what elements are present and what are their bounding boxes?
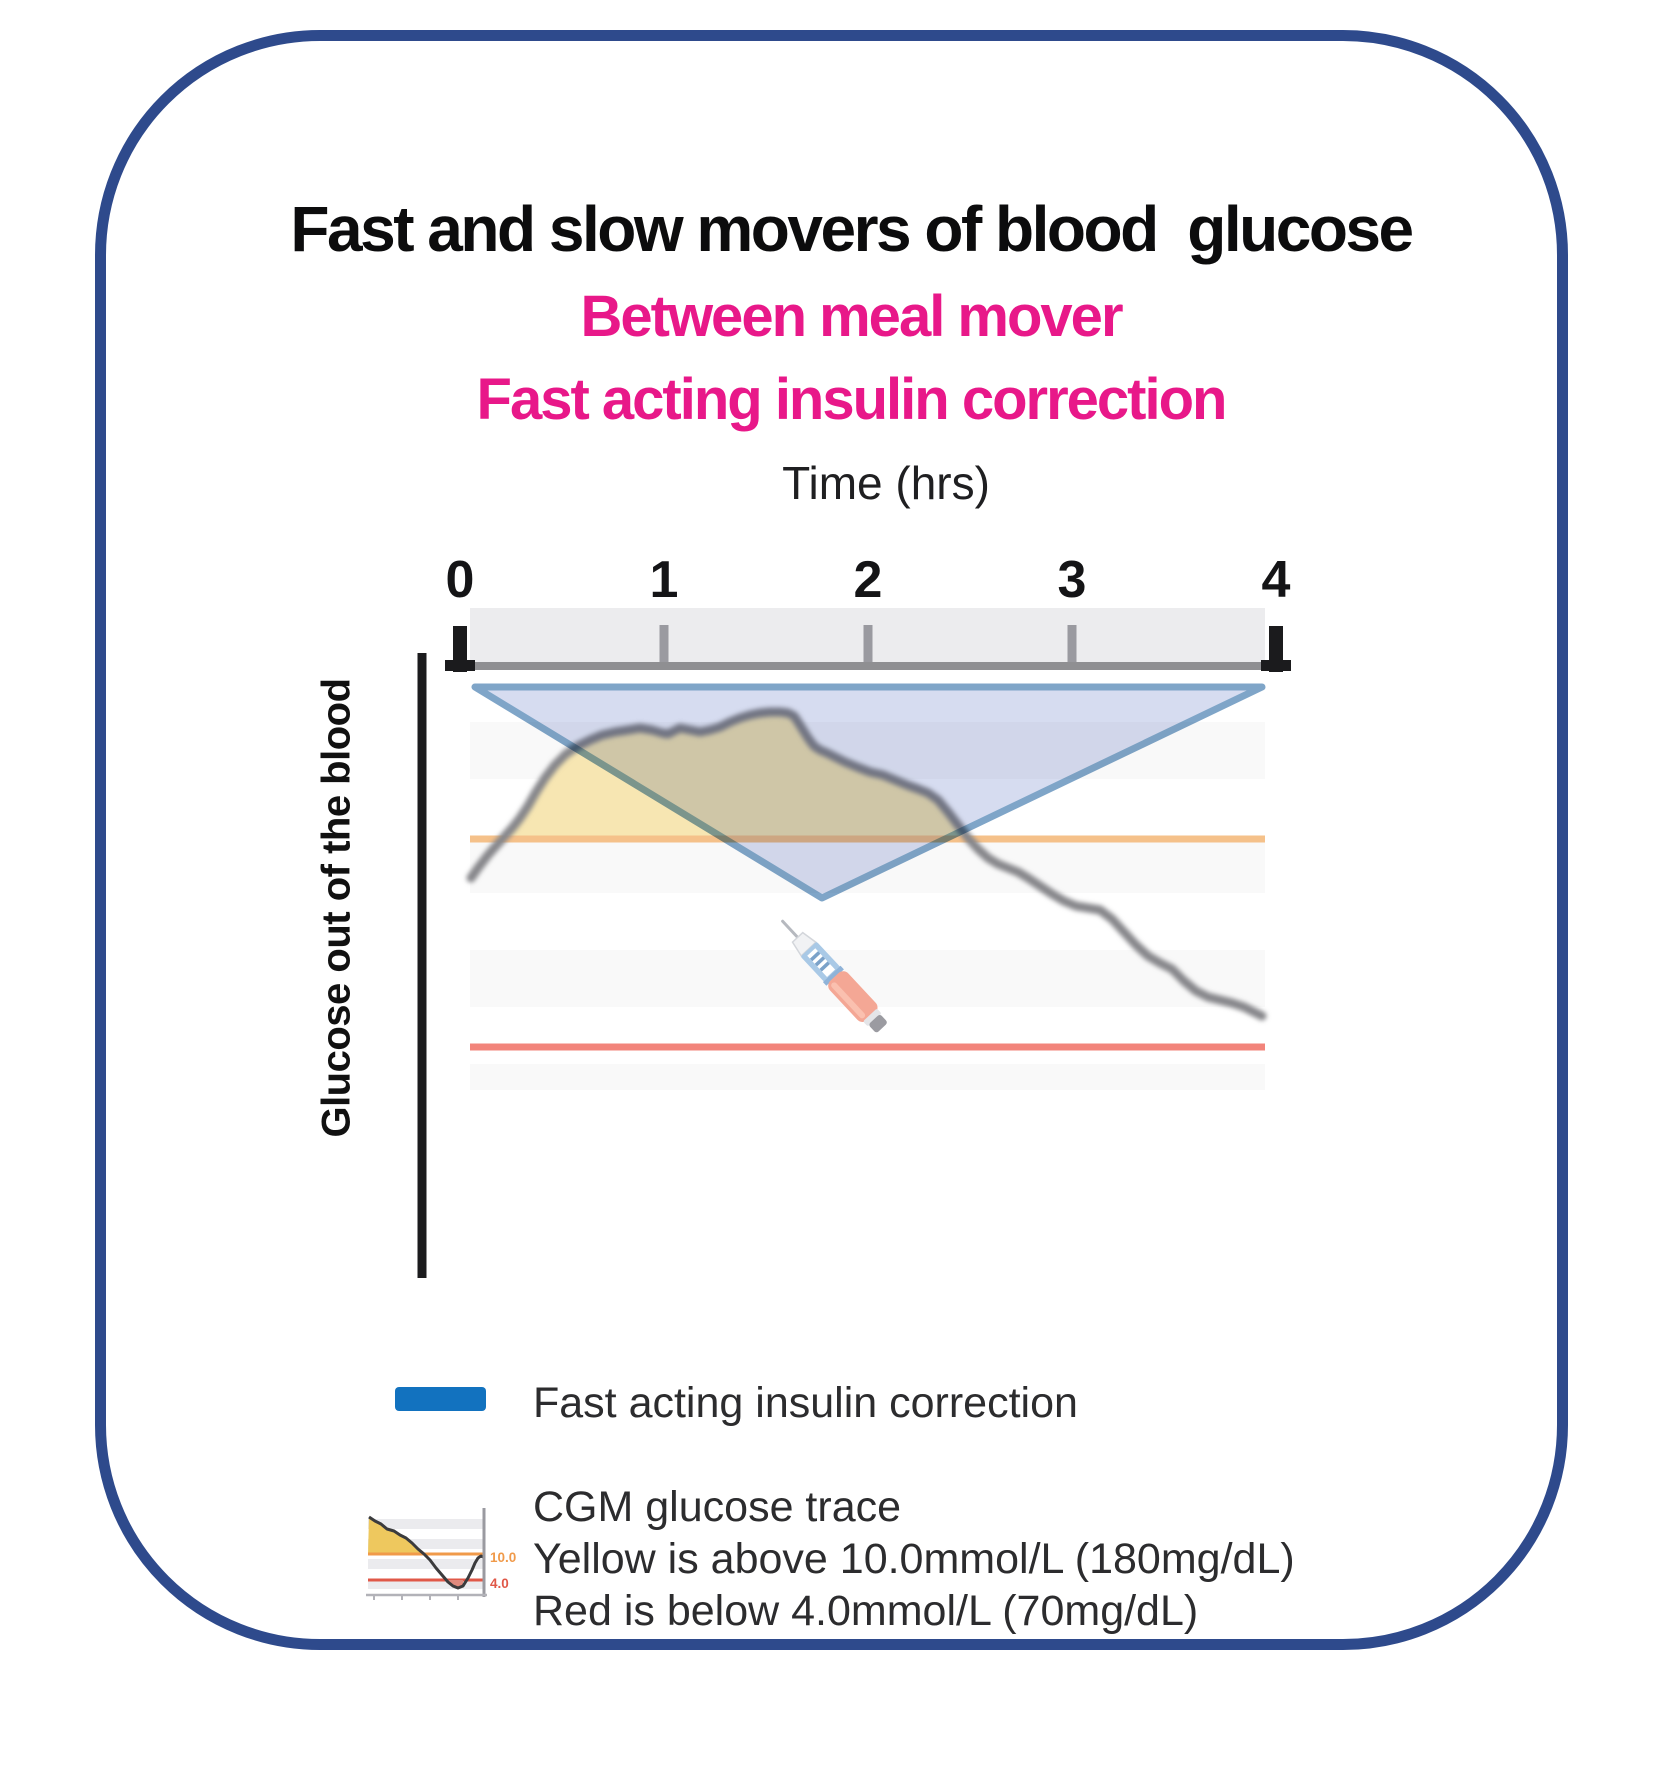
legend-cgm-yellow-note: Yellow is above 10.0mmol/L (180mg/dL) (533, 1535, 1295, 1583)
legend-insulin-swatch (395, 1387, 486, 1411)
pen-barrel (828, 971, 878, 1022)
rounded-border-frame (95, 30, 1568, 1650)
axes (417, 625, 1291, 1278)
pen-needle-icon (781, 919, 800, 939)
insulin-pen-icon (781, 919, 887, 1033)
pen-barrel-highlight (831, 982, 866, 1019)
x-axis-title: Time (hrs) (782, 457, 990, 509)
pen-dose-mark (814, 956, 826, 967)
pen-hub (791, 931, 818, 958)
x-tick-label-1: 1 (649, 551, 679, 609)
legend-cgm-red-note: Red is below 4.0mmol/L (70mg/dL) (533, 1587, 1199, 1635)
x-tick-label-0: 0 (445, 551, 475, 609)
icon-low-threshold-label: 4.0 (490, 1576, 509, 1591)
insulin-action-triangle (471, 683, 1266, 902)
icon-high-threshold-label: 10.0 (490, 1550, 516, 1565)
x-tick-label-4: 4 (1261, 551, 1291, 609)
legend-insulin-label: Fast acting insulin correction (533, 1379, 1078, 1427)
pen-cap-ring (863, 1009, 881, 1026)
legend-cgm-title: CGM glucose trace (533, 1483, 902, 1531)
main-title: Fast and slow movers of blood glucose (290, 193, 1414, 265)
subtitle-between-meal-mover: Between meal mover (580, 284, 1123, 349)
x-tick-label-2: 2 (853, 551, 883, 609)
pen-dose-mark (819, 961, 830, 972)
cgm-legend-icon-drawing (366, 1508, 487, 1600)
x-tick-label-3: 3 (1057, 551, 1087, 609)
cgm-legend-icon: 10.0 4.0 (366, 1508, 516, 1600)
pen-button (869, 1015, 887, 1033)
pen-dose-mark (809, 951, 821, 962)
subtitle-fast-acting-insulin: Fast acting insulin correction (476, 367, 1228, 432)
pen-junction (822, 965, 844, 986)
